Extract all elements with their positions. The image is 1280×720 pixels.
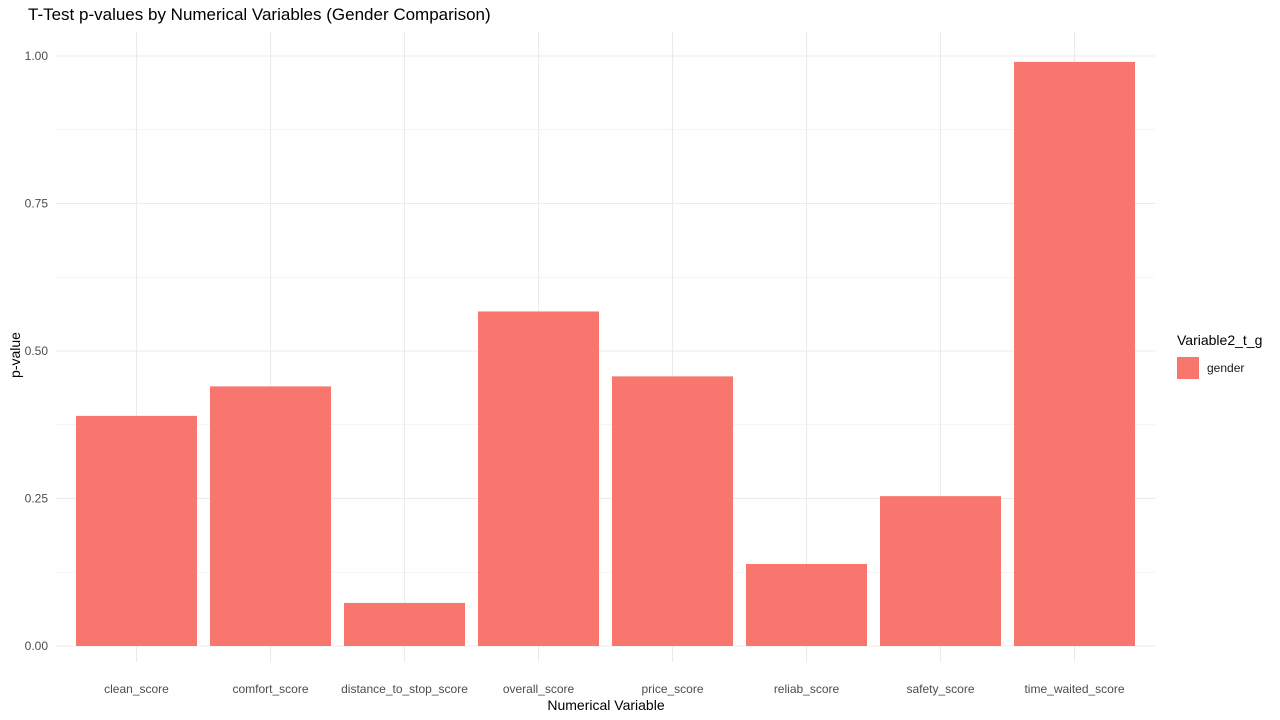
x-tick-label: overall_score <box>503 682 575 696</box>
chart-title: T-Test p-values by Numerical Variables (… <box>28 5 491 24</box>
x-tick-label: time_waited_score <box>1024 682 1124 696</box>
x-tick-label: price_score <box>641 682 703 696</box>
x-axis-title: Numerical Variable <box>547 697 664 713</box>
bar-clean-score <box>76 415 197 646</box>
x-axis-ticks: clean_score comfort_score distance_to_stop… <box>104 682 1125 696</box>
bar-comfort-score <box>210 386 331 646</box>
y-tick-label: 0.25 <box>25 492 49 506</box>
y-axis-ticks: 0.00 0.25 0.50 0.75 1.00 <box>25 49 49 653</box>
bar-distance-to-stop-score <box>344 602 465 646</box>
legend-title: Variable2_t_g <box>1177 332 1263 348</box>
legend-label: gender <box>1207 361 1245 375</box>
bar-time-waited-score <box>1014 61 1135 646</box>
bar-safety-score <box>880 496 1001 646</box>
y-tick-label: 1.00 <box>25 49 49 63</box>
x-tick-label: reliab_score <box>774 682 840 696</box>
bar-overall-score <box>478 311 599 646</box>
bar-reliab-score <box>746 563 867 646</box>
x-tick-label: clean_score <box>104 682 169 696</box>
bar-price-score <box>612 376 733 646</box>
legend-swatch <box>1177 357 1199 379</box>
bars-group <box>76 61 1135 646</box>
y-axis-title: p-value <box>7 332 23 378</box>
legend: Variable2_t_g gender <box>1177 332 1262 379</box>
y-tick-label: 0.50 <box>25 344 49 358</box>
x-tick-label: comfort_score <box>232 682 308 696</box>
x-tick-label: safety_score <box>906 682 974 696</box>
legend-item-gender: gender <box>1177 357 1262 379</box>
x-tick-label: distance_to_stop_score <box>341 682 468 696</box>
y-tick-label: 0.75 <box>25 197 49 211</box>
y-tick-label: 0.00 <box>25 639 49 653</box>
